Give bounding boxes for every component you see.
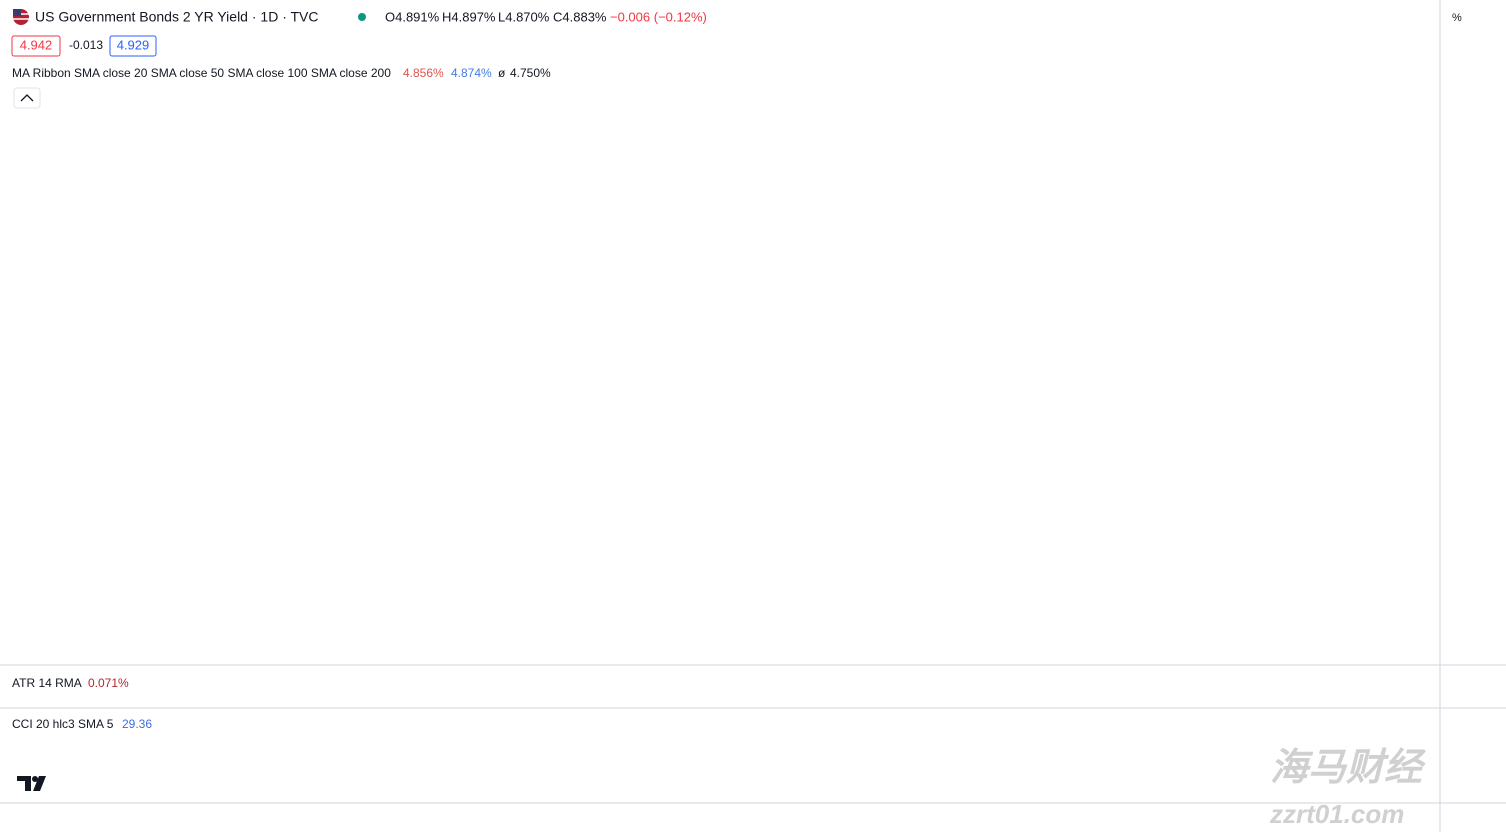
ohlc-low: L4.870% <box>498 9 550 24</box>
flag-icon-canton <box>13 9 21 16</box>
ohlc-open: O4.891% <box>385 9 440 24</box>
watermark: zzrt01.com <box>1269 799 1404 829</box>
bid-price: 4.942 <box>20 37 53 52</box>
ohlc-close: C4.883% <box>553 9 607 24</box>
collapse-icon <box>20 94 34 102</box>
ma-value: 4.874% <box>451 66 492 80</box>
ma-ribbon-title: MA Ribbon SMA close 20 SMA close 50 SMA … <box>12 66 391 80</box>
tv-logo[interactable] <box>17 776 46 791</box>
chart-title: US Government Bonds 2 YR Yield · 1D · TV… <box>35 9 319 25</box>
ma-hidden-marker: ø <box>498 66 506 80</box>
ma-value: 4.750% <box>510 66 551 80</box>
watermark: 海马财经 <box>1270 747 1427 789</box>
price-axis-unit: % <box>1452 12 1462 24</box>
spread: -0.013 <box>69 38 103 52</box>
tv-logo-dot <box>32 776 38 782</box>
market-status-dot <box>358 13 366 21</box>
bid-box[interactable] <box>11 35 61 57</box>
ask-price: 4.929 <box>117 37 150 52</box>
atr-value: 0.071% <box>88 676 129 690</box>
ma-value: 4.856% <box>403 66 444 80</box>
collapse-button[interactable] <box>13 87 41 109</box>
cci-title: CCI 20 hlc3 SMA 5 <box>12 717 114 731</box>
ohlc-high: H4.897% <box>442 9 496 24</box>
ask-box[interactable] <box>109 35 157 57</box>
ohlc-change: −0.006 (−0.12%) <box>610 9 707 24</box>
cci-value: 29.36 <box>122 717 152 731</box>
atr-title: ATR 14 RMA <box>12 676 82 690</box>
